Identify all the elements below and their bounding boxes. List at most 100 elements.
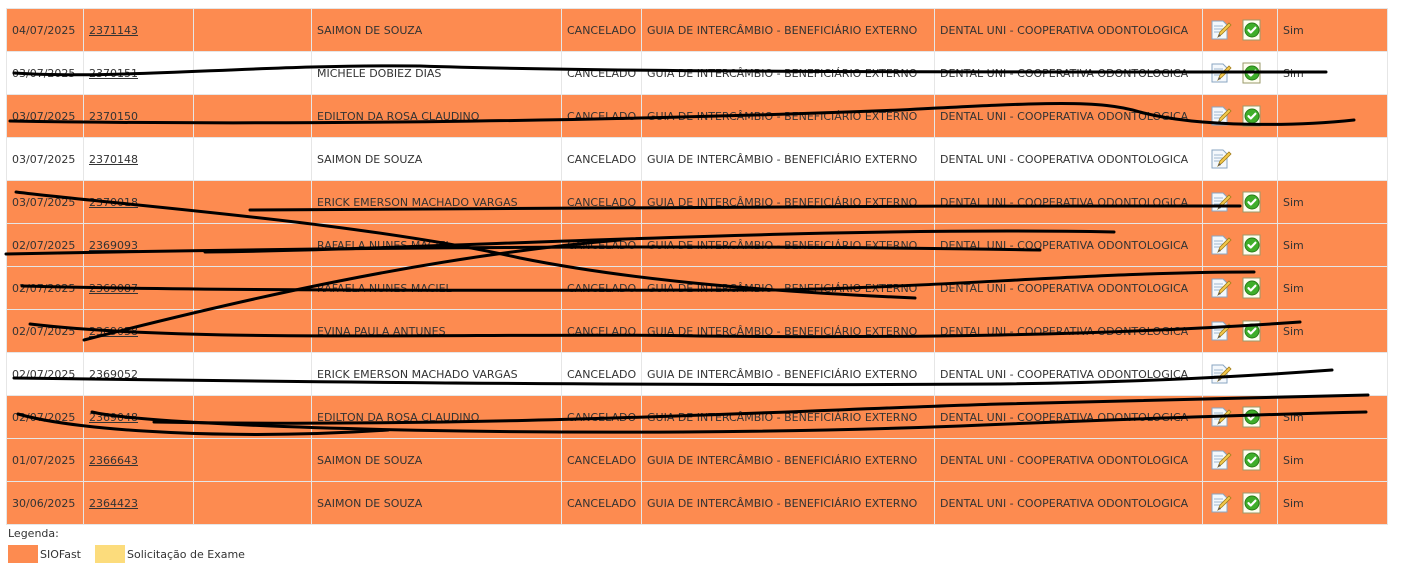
- guide-number-link[interactable]: 2370150: [89, 109, 138, 123]
- legend-swatch-siofast: [8, 545, 38, 563]
- legend: Legenda: SIOFast Solicitação de Exame: [8, 527, 245, 563]
- beneficiary-name-cell: RAFAELA NUNES MACIEL: [311, 266, 562, 310]
- guide-number-cell: 2369058: [83, 309, 194, 353]
- guide-number-link[interactable]: 2371143: [89, 23, 138, 37]
- table-row: 03/07/2025 2370150 EDILTON DA ROSA CLAUDIN…: [6, 94, 1388, 138]
- flag-cell: Sim: [1277, 309, 1388, 353]
- guide-type-cell: GUIA DE INTERCÂMBIO - BENEFICIÁRIO EXTER…: [641, 94, 935, 138]
- check-icon[interactable]: [1240, 233, 1264, 257]
- edit-document-icon[interactable]: [1208, 319, 1232, 343]
- check-icon[interactable]: [1240, 319, 1264, 343]
- table-row: 03/07/2025 2370151 MICHELE DOBIEZ DIAS CANC…: [6, 51, 1388, 95]
- guide-number-cell: 2366643: [83, 438, 194, 482]
- status-cell: CANCELADO: [561, 180, 642, 224]
- provider-cell: DENTAL UNI - COOPERATIVA ODONTOLOGICA: [934, 8, 1203, 52]
- guide-number-link[interactable]: 2370151: [89, 66, 138, 80]
- guide-type-cell: GUIA DE INTERCÂMBIO - BENEFICIÁRIO EXTER…: [641, 438, 935, 482]
- empty-cell: [193, 94, 312, 138]
- guide-number-link[interactable]: 2370018: [89, 195, 138, 209]
- guide-number-link[interactable]: 2366643: [89, 453, 138, 467]
- provider-cell: DENTAL UNI - COOPERATIVA ODONTOLOGICA: [934, 481, 1203, 525]
- guide-number-link[interactable]: 2369093: [89, 238, 138, 252]
- guide-number-cell: 2369087: [83, 266, 194, 310]
- flag-cell: Sim: [1277, 395, 1388, 439]
- flag-cell: Sim: [1277, 481, 1388, 525]
- status-cell: CANCELADO: [561, 137, 642, 181]
- flag-cell: Sim: [1277, 438, 1388, 482]
- check-icon[interactable]: [1240, 61, 1264, 85]
- flag-cell: Sim: [1277, 180, 1388, 224]
- guide-type-cell: GUIA DE INTERCÂMBIO - BENEFICIÁRIO EXTER…: [641, 51, 935, 95]
- empty-cell: [193, 137, 312, 181]
- date-cell: 30/06/2025: [6, 481, 84, 525]
- flag-cell: [1277, 137, 1388, 181]
- edit-document-icon[interactable]: [1208, 276, 1232, 300]
- guide-number-cell: 2369048: [83, 395, 194, 439]
- flag-cell: Sim: [1277, 8, 1388, 52]
- edit-document-icon[interactable]: [1208, 491, 1232, 515]
- beneficiary-name-cell: ERICK EMERSON MACHADO VARGAS: [311, 180, 562, 224]
- guide-type-cell: GUIA DE INTERCÂMBIO - BENEFICIÁRIO EXTER…: [641, 481, 935, 525]
- guide-number-link[interactable]: 2364423: [89, 496, 138, 510]
- beneficiary-name-cell: EDILTON DA ROSA CLAUDINO: [311, 94, 562, 138]
- guide-number-link[interactable]: 2369048: [89, 410, 138, 424]
- check-icon[interactable]: [1240, 18, 1264, 42]
- legend-title: Legenda:: [8, 527, 59, 540]
- edit-document-icon[interactable]: [1208, 405, 1232, 429]
- edit-document-icon[interactable]: [1208, 190, 1232, 214]
- guide-number-cell: 2370151: [83, 51, 194, 95]
- actions-cell: [1202, 481, 1278, 525]
- edit-document-icon[interactable]: [1208, 233, 1232, 257]
- check-icon[interactable]: [1240, 405, 1264, 429]
- check-icon[interactable]: [1240, 104, 1264, 128]
- check-icon[interactable]: [1240, 491, 1264, 515]
- beneficiary-name-cell: EDILTON DA ROSA CLAUDINO: [311, 395, 562, 439]
- guide-type-cell: GUIA DE INTERCÂMBIO - BENEFICIÁRIO EXTER…: [641, 180, 935, 224]
- actions-cell: [1202, 94, 1278, 138]
- empty-cell: [193, 51, 312, 95]
- check-icon[interactable]: [1240, 276, 1264, 300]
- legend-swatch-exame: [95, 545, 125, 563]
- check-icon[interactable]: [1240, 448, 1264, 472]
- edit-document-icon[interactable]: [1208, 362, 1232, 386]
- date-cell: 02/07/2025: [6, 309, 84, 353]
- table-row: 03/07/2025 2370148 SAIMON DE SOUZA CANCELAD…: [6, 137, 1388, 181]
- empty-cell: [193, 352, 312, 396]
- guide-type-cell: GUIA DE INTERCÂMBIO - BENEFICIÁRIO EXTER…: [641, 395, 935, 439]
- actions-cell: [1202, 137, 1278, 181]
- status-cell: CANCELADO: [561, 352, 642, 396]
- check-icon[interactable]: [1240, 190, 1264, 214]
- flag-cell: [1277, 352, 1388, 396]
- empty-cell: [193, 395, 312, 439]
- provider-cell: DENTAL UNI - COOPERATIVA ODONTOLOGICA: [934, 137, 1203, 181]
- guide-number-link[interactable]: 2370148: [89, 152, 138, 166]
- table-row: 02/07/2025 2369052 ERICK EMERSON MACHADO V…: [6, 352, 1388, 396]
- provider-cell: DENTAL UNI - COOPERATIVA ODONTOLOGICA: [934, 94, 1203, 138]
- provider-cell: DENTAL UNI - COOPERATIVA ODONTOLOGICA: [934, 266, 1203, 310]
- date-cell: 02/07/2025: [6, 395, 84, 439]
- status-cell: CANCELADO: [561, 8, 642, 52]
- flag-cell: Sim: [1277, 51, 1388, 95]
- edit-document-icon[interactable]: [1208, 448, 1232, 472]
- date-cell: 02/07/2025: [6, 266, 84, 310]
- edit-document-icon[interactable]: [1208, 147, 1232, 171]
- guide-type-cell: GUIA DE INTERCÂMBIO - BENEFICIÁRIO EXTER…: [641, 309, 935, 353]
- date-cell: 03/07/2025: [6, 180, 84, 224]
- status-cell: CANCELADO: [561, 481, 642, 525]
- guide-number-link[interactable]: 2369058: [89, 324, 138, 338]
- edit-document-icon[interactable]: [1208, 104, 1232, 128]
- status-cell: CANCELADO: [561, 94, 642, 138]
- provider-cell: DENTAL UNI - COOPERATIVA ODONTOLOGICA: [934, 223, 1203, 267]
- actions-cell: [1202, 309, 1278, 353]
- guide-number-link[interactable]: 2369087: [89, 281, 138, 295]
- edit-document-icon[interactable]: [1208, 18, 1232, 42]
- empty-cell: [193, 180, 312, 224]
- beneficiary-name-cell: MICHELE DOBIEZ DIAS: [311, 51, 562, 95]
- flag-cell: Sim: [1277, 223, 1388, 267]
- beneficiary-name-cell: RAFAELA NUNES MACIEL: [311, 223, 562, 267]
- legend-label-exame: Solicitação de Exame: [127, 547, 245, 561]
- beneficiary-name-cell: SAIMON DE SOUZA: [311, 481, 562, 525]
- provider-cell: DENTAL UNI - COOPERATIVA ODONTOLOGICA: [934, 352, 1203, 396]
- edit-document-icon[interactable]: [1208, 61, 1232, 85]
- guide-number-link[interactable]: 2369052: [89, 367, 138, 381]
